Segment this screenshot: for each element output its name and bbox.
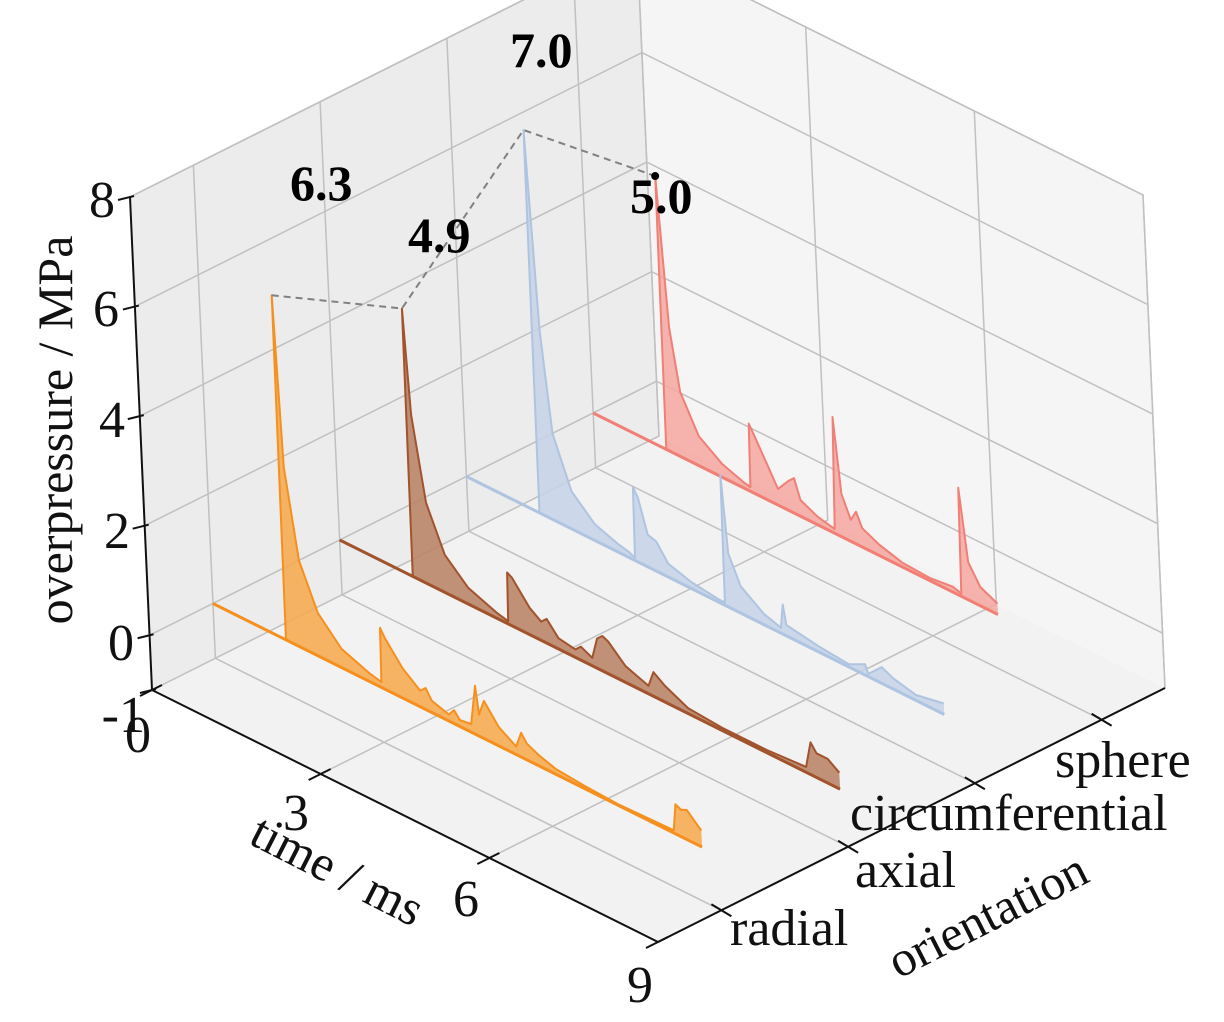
line-sphere: [592, 175, 999, 605]
baseline-circumferential: [465, 475, 945, 716]
line-axial: [339, 307, 841, 774]
z-tick-mark: [122, 304, 140, 311]
baseline-radial: [212, 602, 703, 849]
z-tick-neg1: -1: [102, 687, 145, 744]
area-fill-axial: [339, 308, 841, 790]
y-tick-radial: radial: [730, 900, 848, 957]
series-sphere: [592, 175, 999, 616]
peak-label-circumferential: 7.0: [510, 22, 573, 78]
line-circumferential: [465, 129, 945, 705]
peak-connector: [271, 128, 660, 310]
y-tick-mark: [1091, 712, 1113, 727]
x-tick-mark: [476, 852, 500, 865]
z-axis-title: overpressure / MPa: [27, 236, 83, 625]
t-gridline: [320, 26, 829, 775]
z-tick-6: 6: [93, 281, 119, 338]
z-tick-mark: [137, 633, 154, 640]
z-tick-4: 4: [99, 392, 125, 449]
series-axial: [339, 307, 841, 791]
series-circumferential: [465, 129, 945, 716]
grid-lines: [129, 0, 1166, 943]
back-wall-pane: [639, 0, 1165, 688]
y-tick-circumferential: circumferential: [850, 785, 1168, 842]
y-tick-sphere: sphere: [1055, 732, 1191, 789]
peak-connector-line: [271, 128, 656, 310]
y-tick-mark: [710, 903, 732, 918]
series-radial: [212, 294, 703, 849]
pane-edge: [129, 0, 1166, 689]
baseline-sphere: [592, 411, 999, 616]
peak-marker-sphere: [651, 172, 660, 181]
area-fill-sphere: [593, 176, 998, 615]
series-group: [212, 129, 999, 849]
peak-label-axial: 4.9: [408, 207, 471, 263]
line-radial: [212, 294, 703, 832]
x-tick-0: 0: [125, 707, 151, 764]
z-tick-2: 2: [104, 503, 130, 560]
x-axis-line: [151, 689, 659, 943]
z-tick-0: 0: [108, 615, 134, 672]
y-tick-mark: [837, 839, 859, 854]
peak-label-sphere: 5.0: [630, 168, 693, 224]
x-tick-3: 3: [283, 785, 309, 842]
z-tick-mark: [117, 195, 135, 201]
z-axis-line: [129, 196, 153, 691]
baseline-axial: [339, 538, 841, 791]
x-tick-mark: [139, 684, 163, 697]
o-gridline: [573, 0, 1102, 721]
x-tick-6: 6: [453, 871, 479, 928]
x-tick-9: 9: [627, 957, 653, 1014]
pane-edge: [638, 0, 660, 437]
o-gridline: [319, 101, 849, 848]
axis-lines: [117, 195, 1166, 949]
o-gridline: [446, 38, 976, 784]
y-tick-mark: [964, 776, 986, 791]
x-tick-mark: [308, 768, 332, 781]
z-tick-mark: [132, 523, 149, 530]
x-tick-mark: [645, 936, 669, 949]
z-tick-8: 8: [89, 172, 115, 229]
o-gridline: [192, 165, 722, 911]
peak-label-radial: 6.3: [290, 155, 353, 211]
y-axis-line: [657, 687, 1166, 943]
z-tick-mark: [127, 414, 145, 421]
x-axis-title: time / ms: [242, 803, 433, 937]
y-tick-axial: axial: [855, 842, 956, 899]
